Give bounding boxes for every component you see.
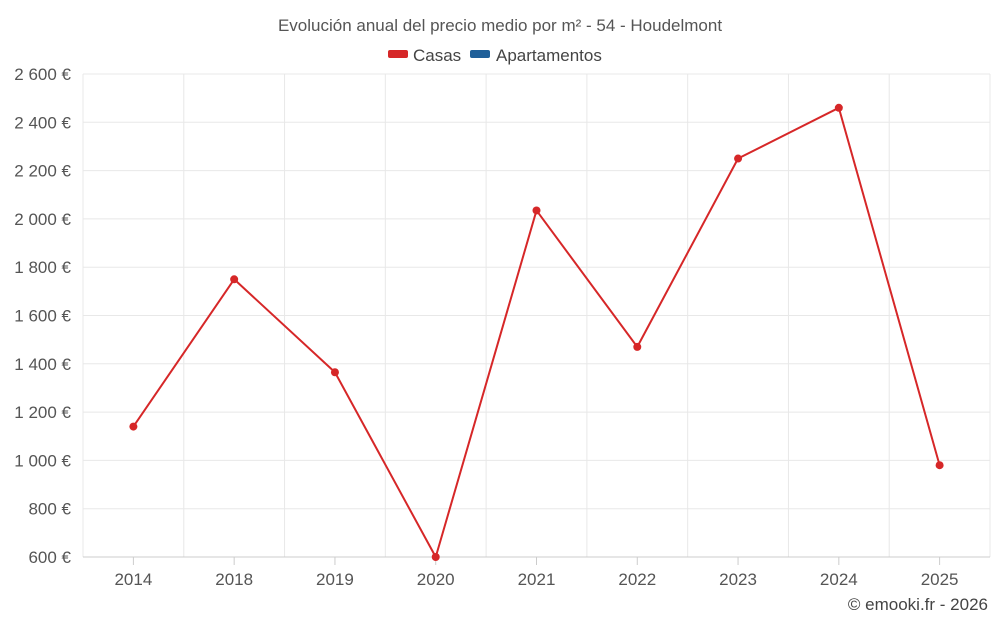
y-tick-label: 600 € bbox=[28, 548, 71, 567]
x-tick-label: 2022 bbox=[618, 570, 656, 589]
series-line-casas bbox=[132, 106, 941, 558]
legend-item-casas[interactable]: Casas bbox=[388, 46, 461, 65]
x-tick-label: 2019 bbox=[316, 570, 354, 589]
x-tick-label: 2025 bbox=[921, 570, 959, 589]
x-tick-label: 2020 bbox=[417, 570, 455, 589]
x-axis: 2014 2018 2019 2020 2021 2022 2023 2024 2025 bbox=[83, 556, 990, 589]
legend-label-apartamentos: Apartamentos bbox=[496, 46, 602, 65]
data-point-casas[interactable] bbox=[834, 103, 843, 112]
data-point-casas[interactable] bbox=[935, 461, 944, 470]
y-tick-label: 800 € bbox=[28, 500, 71, 519]
y-tick-label: 2 000 € bbox=[14, 210, 71, 229]
y-tick-label: 2 600 € bbox=[14, 65, 71, 84]
data-point-casas[interactable] bbox=[330, 368, 339, 377]
data-point-casas[interactable] bbox=[734, 154, 743, 163]
y-tick-label: 2 400 € bbox=[14, 113, 71, 132]
data-point-casas[interactable] bbox=[431, 553, 440, 561]
data-point-casas[interactable] bbox=[532, 206, 541, 215]
legend-swatch-casas bbox=[388, 50, 408, 58]
data-point-casas[interactable] bbox=[230, 275, 239, 284]
y-tick-label: 1 800 € bbox=[14, 258, 71, 277]
x-tick-label: 2021 bbox=[518, 570, 556, 589]
y-tick-label: 2 200 € bbox=[14, 162, 71, 181]
series-casas bbox=[129, 103, 944, 561]
legend-label-casas: Casas bbox=[413, 46, 461, 65]
x-tick-label: 2023 bbox=[719, 570, 757, 589]
y-tick-label: 1 000 € bbox=[14, 451, 71, 470]
grid bbox=[82, 73, 991, 558]
credit-text: © emooki.fr - 2026 bbox=[848, 595, 988, 614]
x-tick-label: 2018 bbox=[215, 570, 253, 589]
y-axis: 600 € 800 € 1 000 € 1 200 € 1 400 € 1 600 € 1 … bbox=[14, 65, 71, 567]
data-point-casas[interactable] bbox=[129, 422, 138, 431]
y-tick-label: 1 200 € bbox=[14, 403, 71, 422]
y-tick-label: 1 600 € bbox=[14, 307, 71, 326]
y-tick-label: 1 400 € bbox=[14, 355, 71, 374]
x-tick-label: 2014 bbox=[114, 570, 152, 589]
x-tick-label: 2024 bbox=[820, 570, 858, 589]
chart-title: Evolución anual del precio medio por m² … bbox=[278, 16, 722, 35]
legend-item-apartamentos[interactable]: Apartamentos bbox=[470, 46, 602, 65]
data-point-casas[interactable] bbox=[633, 342, 642, 351]
legend-swatch-apartamentos bbox=[470, 50, 490, 58]
legend: Casas Apartamentos bbox=[388, 46, 602, 65]
